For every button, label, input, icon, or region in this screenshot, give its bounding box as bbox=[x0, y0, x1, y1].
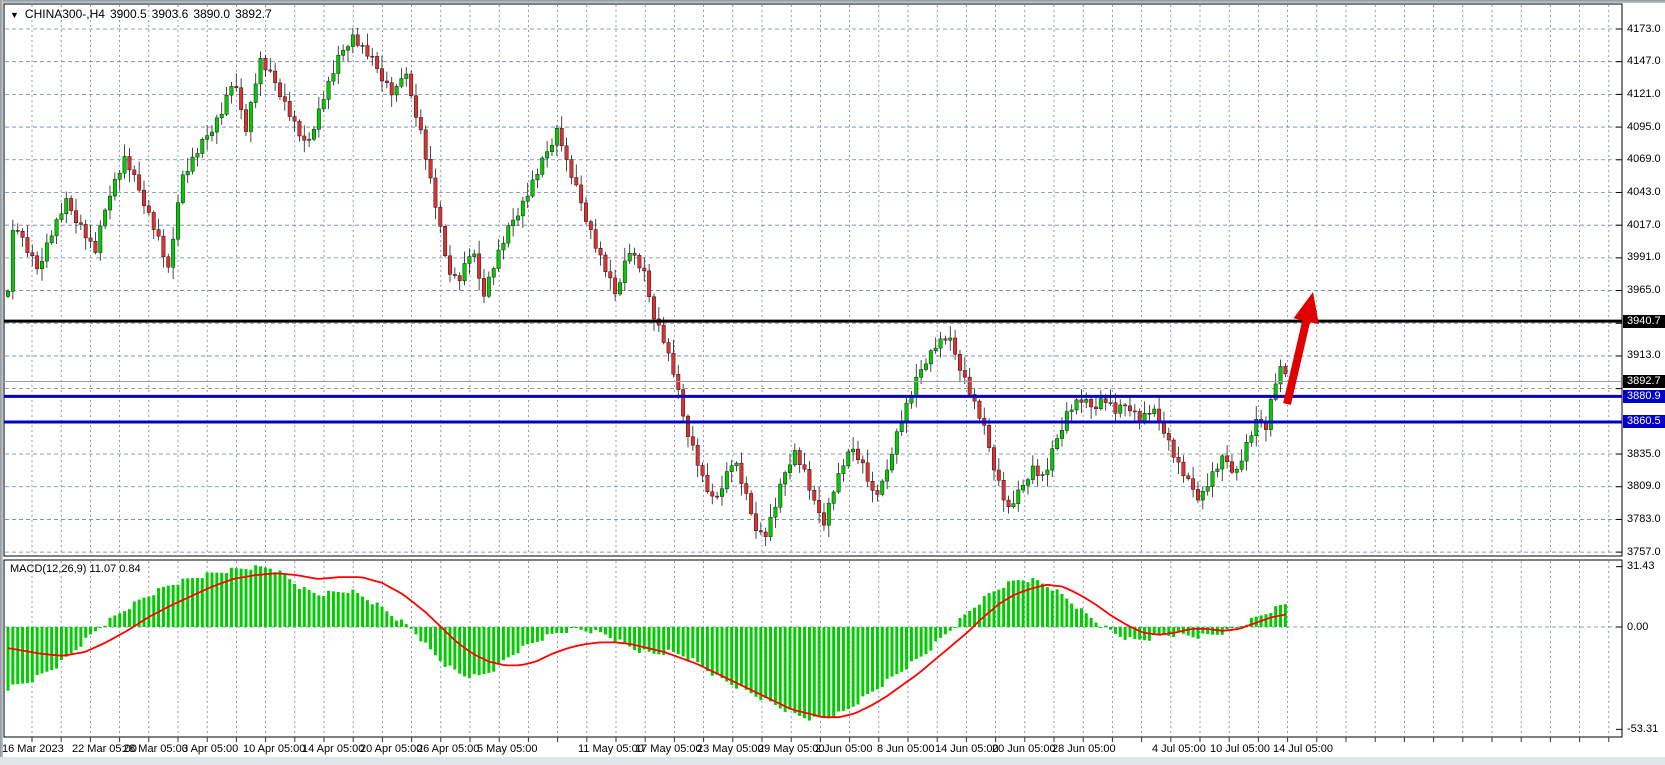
time-axis-label: 23 May 05:00 bbox=[697, 743, 764, 755]
price-axis-label: 4095.0 bbox=[1627, 120, 1661, 133]
price-axis-label: 3965.0 bbox=[1627, 284, 1661, 297]
time-axis-label: 16 Mar 2023 bbox=[2, 743, 64, 755]
ohlc-close: 3892.7 bbox=[235, 7, 272, 21]
macd-axis-label: -53.31 bbox=[1627, 722, 1659, 735]
price-tag-3880.9: 3880.9 bbox=[1623, 389, 1665, 403]
macd-indicator-label: MACD(12,26,9) 11.07 0.84 bbox=[10, 563, 141, 575]
window-bottom-edge bbox=[0, 757, 1665, 765]
price-axis-label: 3783.0 bbox=[1627, 512, 1661, 525]
time-axis-label: 10 Apr 05:00 bbox=[243, 743, 306, 755]
macd-axis-label: 0.00 bbox=[1627, 620, 1649, 633]
ohlc-high: 3903.6 bbox=[151, 7, 189, 21]
up-arrow-annotation[interactable] bbox=[1283, 292, 1319, 405]
time-axis-label: 17 May 05:00 bbox=[635, 743, 702, 755]
time-axis-label: 14 Jul 05:00 bbox=[1273, 743, 1333, 755]
time-axis-label: 14 Jun 05:00 bbox=[935, 743, 999, 755]
macd-axis-label: 31.43 bbox=[1627, 560, 1655, 573]
price-axis-label: 4017.0 bbox=[1627, 218, 1661, 231]
symbol-timeframe-label: CHINA300-,H4 bbox=[24, 7, 105, 21]
price-axis-label: 3809.0 bbox=[1627, 480, 1661, 493]
time-axis-label: 28 Mar 05:00 bbox=[123, 743, 188, 755]
time-axis-label: 5 May 05:00 bbox=[477, 743, 538, 755]
ohlc-open: 3900.5 bbox=[109, 7, 147, 21]
time-axis-label: 14 Apr 05:00 bbox=[302, 743, 365, 755]
price-axis-label: 4043.0 bbox=[1627, 185, 1661, 198]
price-axis-label: 4173.0 bbox=[1627, 22, 1661, 35]
time-axis-label: 3 Apr 05:00 bbox=[182, 743, 239, 755]
time-axis-label: 20 Apr 05:00 bbox=[360, 743, 423, 755]
price-tag-3940.7: 3940.7 bbox=[1623, 314, 1665, 328]
time-axis-label: 29 May 05:00 bbox=[758, 743, 825, 755]
time-axis-label: 11 May 05:00 bbox=[578, 743, 644, 755]
price-axis-label: 3835.0 bbox=[1627, 447, 1661, 460]
window-top-edge bbox=[0, 0, 1665, 3]
price-axis-label: 3913.0 bbox=[1627, 349, 1661, 362]
price-axis-label: 4069.0 bbox=[1627, 153, 1661, 166]
macd-signal-line bbox=[7, 572, 1286, 719]
time-axis-label: 4 Jul 05:00 bbox=[1152, 743, 1206, 755]
price-axis-label: 4121.0 bbox=[1627, 87, 1661, 100]
price-tag-3892.7: 3892.7 bbox=[1623, 374, 1665, 388]
level-lines[interactable] bbox=[4, 319, 1622, 424]
price-tag-3860.5: 3860.5 bbox=[1623, 415, 1665, 429]
chevron-down-icon[interactable]: ▼ bbox=[10, 10, 19, 20]
grid-layer bbox=[5, 5, 1622, 742]
time-axis-label: 20 Jun 05:00 bbox=[992, 743, 1056, 755]
time-axis-label: 8 Jun 05:00 bbox=[877, 743, 935, 755]
price-axis-label: 3757.0 bbox=[1627, 545, 1661, 558]
time-axis-label: 10 Jul 05:00 bbox=[1210, 743, 1270, 755]
time-axis-label: 28 Jun 05:00 bbox=[1052, 743, 1116, 755]
price-axis-label: 3991.0 bbox=[1627, 251, 1661, 264]
ohlc-low: 3890.0 bbox=[193, 7, 231, 21]
time-axis-label: 22 Mar 05:00 bbox=[72, 743, 137, 755]
window-left-edge bbox=[0, 0, 3, 757]
time-axis-label: 26 Apr 05:00 bbox=[417, 743, 480, 755]
macd-histogram bbox=[6, 565, 1287, 721]
price-axis-label: 4147.0 bbox=[1627, 55, 1661, 68]
candles-layer bbox=[6, 27, 1288, 547]
time-axis-label: 2 Jun 05:00 bbox=[815, 743, 873, 755]
symbol-info: ▼ CHINA300-,H4 3900.5 3903.6 3890.0 3892.7 bbox=[10, 7, 277, 21]
